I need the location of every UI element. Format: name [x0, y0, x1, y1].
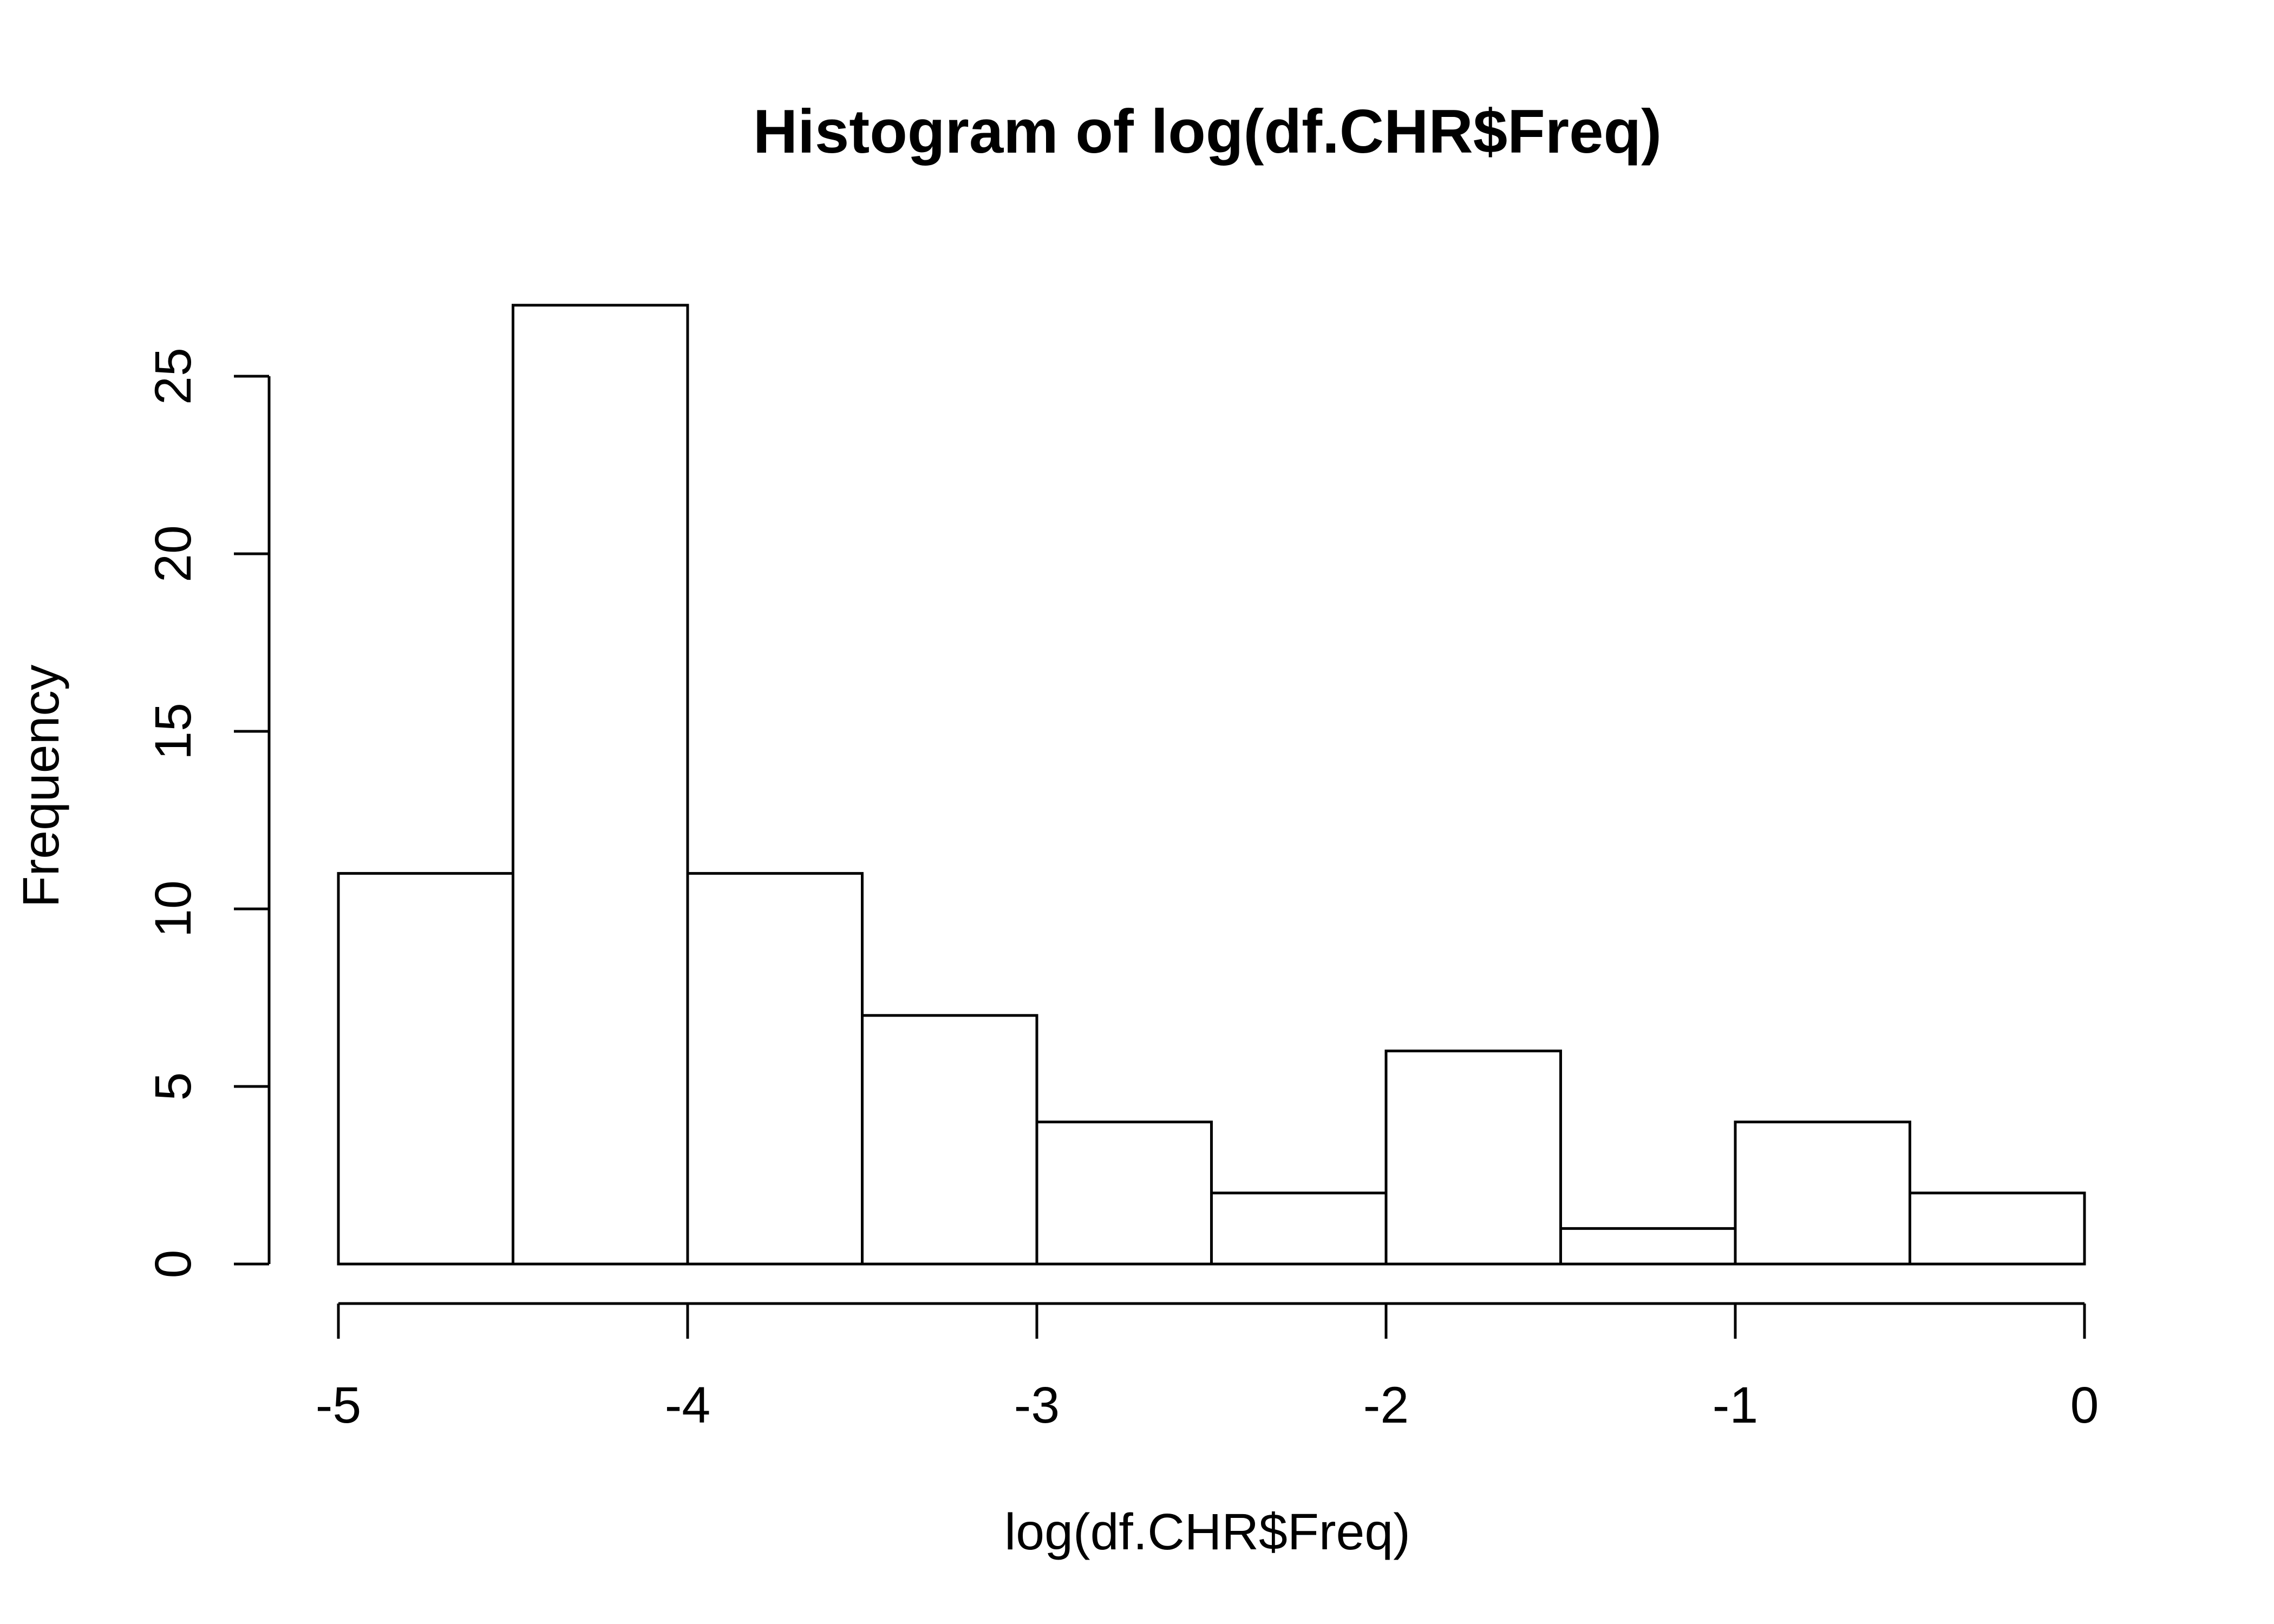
y-tick-label: 20: [145, 525, 202, 582]
x-tick-label: -1: [1713, 1377, 1758, 1434]
histogram-bar: [686, 872, 864, 1266]
y-tick-label: 15: [145, 703, 202, 760]
y-axis-label: Frequency: [12, 664, 70, 907]
x-axis: -5 -4 -3 -2 -1 0: [316, 1302, 2099, 1434]
x-tick-label: -5: [316, 1377, 361, 1434]
histogram-bar: [1909, 1191, 2086, 1266]
histogram-bar: [1384, 1049, 1562, 1266]
y-axis: 0 5 10 15 20 25: [145, 348, 271, 1279]
histogram-bar: [861, 1014, 1038, 1266]
histogram-bar: [512, 304, 689, 1266]
chart-title: Histogram of log(df.CHR$Freq): [753, 97, 1662, 166]
y-tick-label: 0: [145, 1250, 202, 1279]
histogram-bar: [1210, 1191, 1388, 1266]
histogram-bar: [1559, 1227, 1737, 1266]
x-tick-label: -3: [1014, 1377, 1060, 1434]
histogram-bar: [337, 872, 514, 1266]
bars-group: [337, 304, 2086, 1266]
y-tick-label: 5: [145, 1072, 202, 1101]
x-axis-label: log(df.CHR$Freq): [1004, 1503, 1410, 1561]
x-tick-label: -4: [665, 1377, 710, 1434]
histogram-bar: [1035, 1121, 1213, 1266]
histogram-bar: [1734, 1121, 1911, 1266]
x-tick-label: 0: [2070, 1377, 2099, 1434]
y-tick-label: 25: [145, 348, 202, 405]
x-tick-label: -2: [1363, 1377, 1409, 1434]
y-tick-label: 10: [145, 880, 202, 938]
